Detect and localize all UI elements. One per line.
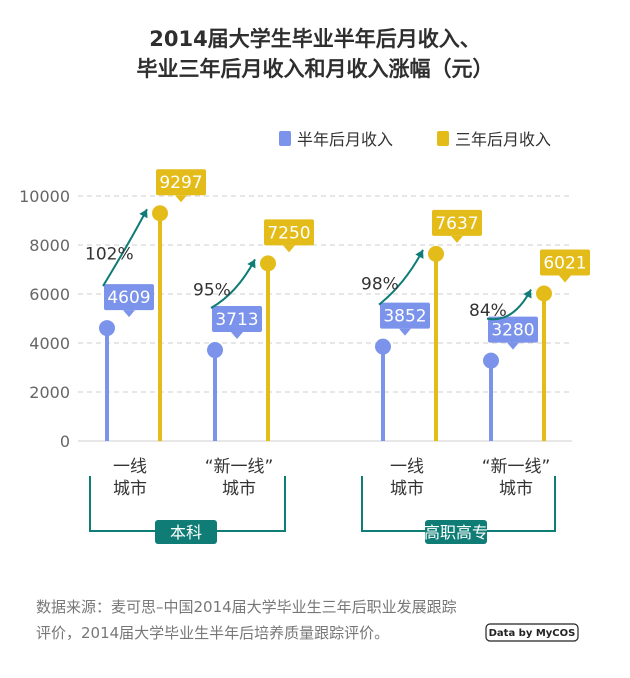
group-label: 高职高专 (424, 523, 488, 542)
growth-label: 102% (85, 245, 134, 265)
category-label-line2: 城市 (499, 479, 533, 499)
value-label-half-year-pointer (507, 342, 519, 350)
value-label-three-year-pointer (559, 275, 571, 283)
legend: 半年后月收入 三年后月收入 (279, 130, 551, 149)
y-tick-label: 6000 (29, 285, 70, 304)
category-label-line1: 一线 (113, 457, 147, 477)
group-label-box (425, 520, 487, 544)
dot-three-year (536, 285, 552, 302)
value-label-three-year-box (264, 219, 314, 246)
value-label-three-year-box (540, 249, 590, 276)
growth-arrowhead (247, 259, 256, 269)
chart-title-line2: 毕业三年后月收入和月收入涨幅（元） (137, 57, 494, 81)
source-line2: 评价，2014届大学毕业生半年后培养质量跟踪评价。 (36, 624, 389, 642)
category-label-line1: “新一线” (482, 457, 551, 477)
value-label-half-year-box (380, 302, 430, 329)
value-label-half-year: 4609 (104, 284, 154, 318)
value-label-three-year: 6021 (540, 249, 590, 283)
value-label-half-year-box (104, 284, 154, 311)
growth-label: 98% (361, 274, 399, 294)
value-label-three-year-text: 7250 (267, 223, 310, 243)
dot-half-year (207, 342, 223, 359)
value-label-half-year-box (212, 306, 262, 333)
value-label-half-year-box (488, 316, 538, 343)
value-label-three-year-box (432, 209, 482, 236)
growth-label: 95% (193, 281, 231, 301)
dot-three-year (428, 245, 444, 262)
value-label-three-year-text: 9297 (159, 173, 202, 193)
value-label-three-year-box (156, 169, 206, 196)
y-tick-label: 10000 (19, 187, 70, 206)
dot-three-year (152, 205, 168, 222)
y-tick-label: 8000 (29, 236, 70, 255)
value-label-three-year-pointer (283, 245, 295, 253)
dot-half-year (375, 338, 391, 355)
legend-label-three-year: 三年后月收入 (455, 130, 551, 149)
value-label-half-year-text: 3280 (491, 321, 534, 341)
category-label-line2: 城市 (113, 479, 147, 499)
value-label-three-year-text: 7637 (435, 214, 478, 234)
growth-label: 84% (469, 301, 507, 321)
value-label-half-year: 3713 (212, 306, 262, 340)
category-label-line2: 城市 (222, 479, 256, 499)
source-line1: 数据来源：麦可思–中国2014届大学毕业生三年后职业发展跟踪 (36, 598, 457, 616)
dot-half-year (99, 320, 115, 337)
value-label-three-year: 7250 (264, 219, 314, 253)
group-label: 本科 (170, 523, 202, 542)
value-label-half-year-pointer (399, 328, 411, 336)
y-tick-label: 4000 (29, 334, 70, 353)
value-label-half-year: 3852 (380, 302, 430, 336)
value-label-half-year-pointer (231, 332, 243, 340)
growth-arrow (102, 208, 148, 287)
legend-label-half-year: 半年后月收入 (297, 130, 393, 149)
value-label-three-year: 7637 (432, 209, 482, 243)
growth-arrowhead (523, 289, 532, 299)
value-label-three-year-pointer (175, 195, 187, 203)
category-label-line1: “新一线” (205, 457, 274, 477)
legend-swatch-half-year (279, 131, 291, 146)
value-label-three-year-text: 6021 (543, 253, 586, 273)
y-axis-ticks: 0 2000 4000 6000 8000 10000 (19, 187, 70, 451)
group-label-box (155, 520, 217, 544)
legend-swatch-three-year (437, 131, 449, 146)
value-label-three-year: 9297 (156, 169, 206, 203)
brand-text: Data by MyCOS (489, 628, 576, 639)
dot-half-year (483, 352, 499, 369)
growth-arrowhead (415, 249, 424, 259)
growth-arrowhead (139, 209, 148, 219)
group-brackets: 本科 高职高专 (89, 476, 556, 544)
y-tick-label: 0 (60, 432, 70, 451)
value-label-half-year-text: 3713 (215, 310, 258, 330)
dot-three-year (260, 255, 276, 272)
value-label-half-year-text: 3852 (383, 307, 426, 327)
category-label-line1: 一线 (390, 457, 424, 477)
value-label-half-year-pointer (123, 310, 135, 318)
value-label-half-year-text: 4609 (107, 288, 150, 308)
y-tick-label: 2000 (29, 383, 70, 402)
value-label-half-year: 3280 (488, 316, 538, 350)
chart-title-line1: 2014届大学生毕业半年后月收入、 (149, 27, 480, 51)
mycos-logo: Data by MyCOS (485, 623, 579, 642)
value-label-three-year-pointer (451, 235, 463, 243)
chart-marks: 4609 9297 102% 3713 7250 95% 3852 7637 98% 3280 60… (85, 169, 590, 441)
category-label-line2: 城市 (390, 479, 424, 499)
